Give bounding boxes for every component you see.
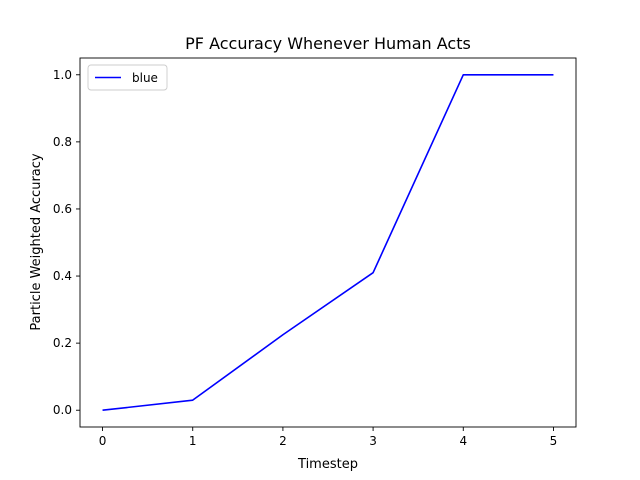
y-tick-label: 0.2 bbox=[53, 336, 72, 350]
y-tick-label: 0.8 bbox=[53, 135, 72, 149]
x-tick-label: 2 bbox=[279, 434, 287, 448]
x-tick-label: 5 bbox=[550, 434, 558, 448]
series-line-blue bbox=[102, 73, 554, 412]
legend-box bbox=[87, 64, 168, 91]
plot-frame bbox=[79, 57, 577, 428]
x-tick-label: 3 bbox=[369, 434, 377, 448]
plot-area: 0 1 2 3 4 5 0.0 0.2 0.4 0.6 0.8 1.0 blue bbox=[53, 57, 577, 448]
x-tick-label: 4 bbox=[459, 434, 467, 448]
x-tick-label: 1 bbox=[189, 434, 197, 448]
y-tick-label: 0.0 bbox=[53, 403, 72, 417]
y-tick-label: 1.0 bbox=[53, 68, 72, 82]
y-tick-label: 0.4 bbox=[53, 269, 72, 283]
legend-label: blue bbox=[132, 71, 158, 85]
chart-title: PF Accuracy Whenever Human Acts bbox=[185, 34, 471, 53]
y-axis-label: Particle Weighted Accuracy bbox=[29, 153, 44, 330]
x-tick-label: 0 bbox=[99, 434, 107, 448]
x-axis-label: Timestep bbox=[297, 457, 358, 472]
y-tick-label: 0.6 bbox=[53, 202, 72, 216]
